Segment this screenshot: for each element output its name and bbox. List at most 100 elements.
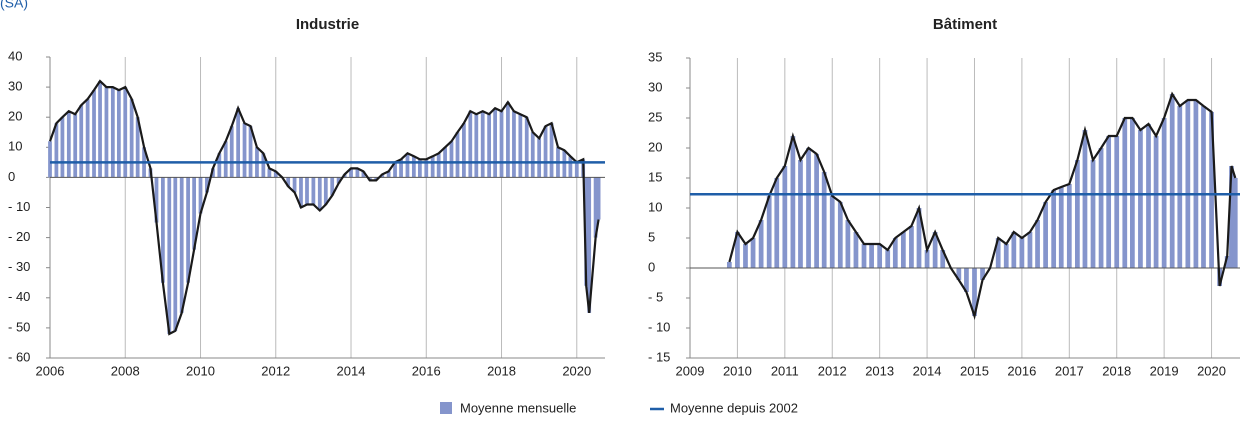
bar bbox=[449, 141, 454, 178]
bar bbox=[299, 177, 303, 208]
bar bbox=[924, 250, 930, 268]
bar bbox=[1229, 166, 1234, 268]
bar bbox=[129, 99, 134, 178]
bar bbox=[110, 87, 115, 178]
bar bbox=[1114, 136, 1120, 268]
bar bbox=[186, 177, 190, 283]
bar bbox=[1019, 238, 1025, 268]
bar bbox=[424, 159, 429, 178]
bar bbox=[798, 160, 803, 268]
bar bbox=[1201, 106, 1206, 268]
line bbox=[728, 91, 1237, 321]
bar bbox=[405, 153, 410, 178]
bar bbox=[861, 244, 867, 268]
bar bbox=[790, 136, 796, 268]
bar bbox=[48, 141, 52, 178]
bar bbox=[417, 159, 422, 178]
bar bbox=[568, 156, 573, 178]
y-tick-label: - 15 bbox=[648, 349, 670, 364]
bar bbox=[1003, 244, 1009, 268]
bar bbox=[877, 244, 883, 268]
bar bbox=[286, 177, 291, 187]
bar bbox=[782, 166, 788, 268]
y-tick-label: 20 bbox=[8, 109, 22, 124]
y-tick-label: 25 bbox=[648, 109, 662, 124]
bar bbox=[292, 177, 297, 193]
y-tick-label: 30 bbox=[8, 79, 22, 94]
bar bbox=[574, 162, 579, 178]
bar bbox=[499, 111, 504, 178]
bar bbox=[242, 123, 247, 178]
legend-label: Moyenne mensuelle bbox=[460, 400, 576, 415]
bar bbox=[909, 226, 914, 268]
bar bbox=[1146, 124, 1151, 268]
x-tick-label: 2006 bbox=[36, 363, 65, 378]
bar bbox=[349, 168, 353, 178]
bar bbox=[273, 171, 278, 178]
bar bbox=[735, 232, 740, 268]
bar bbox=[229, 126, 234, 178]
bar bbox=[821, 172, 827, 268]
legend-swatch bbox=[440, 402, 452, 414]
bar bbox=[562, 150, 567, 178]
bar bbox=[161, 177, 165, 283]
y-tick-label: 10 bbox=[648, 199, 662, 214]
x-tick-label: 2008 bbox=[111, 363, 140, 378]
bar bbox=[1058, 187, 1064, 268]
bar bbox=[584, 177, 589, 286]
bar bbox=[85, 99, 90, 178]
chart-title: Bâtiment bbox=[933, 16, 997, 33]
legend-label: Moyenne depuis 2002 bbox=[670, 400, 798, 415]
bar bbox=[330, 177, 335, 196]
bar bbox=[593, 177, 598, 238]
bar bbox=[1011, 232, 1017, 268]
y-tick-label: 5 bbox=[648, 229, 655, 244]
bar bbox=[361, 171, 366, 178]
bar bbox=[964, 268, 969, 292]
bar bbox=[956, 268, 962, 280]
bar bbox=[305, 177, 309, 205]
x-tick-label: 2010 bbox=[186, 363, 215, 378]
bar bbox=[916, 208, 922, 268]
bar bbox=[900, 232, 906, 268]
bar bbox=[323, 177, 328, 205]
bar bbox=[60, 117, 65, 178]
bar bbox=[123, 87, 128, 178]
bar bbox=[743, 244, 748, 268]
bar bbox=[430, 156, 435, 178]
bar bbox=[1138, 130, 1143, 268]
bar bbox=[480, 111, 485, 178]
bar bbox=[972, 268, 977, 316]
bar bbox=[1153, 136, 1159, 268]
y-tick-label: - 30 bbox=[8, 259, 30, 274]
bar bbox=[1066, 184, 1072, 268]
bar bbox=[596, 177, 601, 220]
bar bbox=[455, 132, 460, 178]
bar bbox=[1090, 160, 1096, 268]
bar bbox=[1224, 256, 1230, 268]
bar bbox=[92, 90, 96, 178]
bar bbox=[549, 123, 554, 178]
x-tick-label: 2018 bbox=[1102, 363, 1131, 378]
bar bbox=[493, 108, 498, 178]
bar bbox=[192, 177, 196, 250]
y-tick-label: - 20 bbox=[8, 229, 30, 244]
y-tick-label: 10 bbox=[8, 139, 22, 154]
bar bbox=[1232, 178, 1238, 268]
bar bbox=[1098, 148, 1104, 268]
x-tick-label: 2010 bbox=[723, 363, 752, 378]
bar bbox=[399, 159, 403, 178]
x-tick-label: 2020 bbox=[1197, 363, 1226, 378]
bar bbox=[211, 168, 215, 178]
bar bbox=[436, 153, 441, 178]
bar bbox=[386, 171, 391, 178]
x-tick-label: 2014 bbox=[337, 363, 366, 378]
bar bbox=[1193, 100, 1199, 268]
x-tick-label: 2012 bbox=[261, 363, 290, 378]
bar bbox=[814, 154, 819, 268]
y-tick-label: 20 bbox=[648, 139, 662, 154]
bar bbox=[1185, 100, 1191, 268]
bar bbox=[317, 177, 322, 211]
bar bbox=[1043, 202, 1048, 268]
